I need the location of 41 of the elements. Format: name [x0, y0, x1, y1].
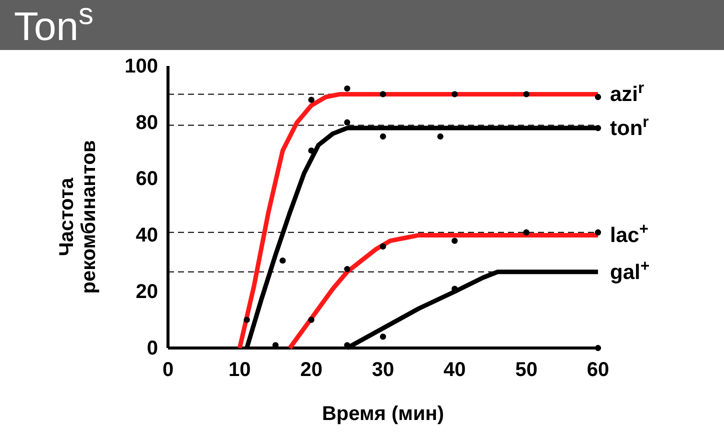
y-tick-label: 60 — [136, 168, 158, 190]
series-label: lac$^{+}$ — [610, 220, 648, 248]
series-label: azi$^{r}$ — [610, 80, 644, 106]
point — [244, 316, 250, 323]
point — [437, 133, 444, 140]
point — [380, 91, 386, 98]
y-tick-label: 80 — [136, 112, 158, 134]
point — [452, 238, 458, 244]
x-tick-label: 0 — [162, 359, 174, 382]
y-tick-label: 40 — [136, 224, 158, 247]
x-axis-title: Время (мин) — [322, 403, 444, 425]
point — [344, 85, 350, 92]
point — [344, 119, 350, 126]
y-tick-label: 0 — [146, 337, 158, 360]
series-label: gal$^{+}$ — [610, 257, 650, 284]
y-tick-label: 100 — [124, 55, 158, 78]
point — [594, 229, 602, 236]
point — [344, 266, 350, 272]
point — [380, 243, 386, 250]
x-tick-label: 10 — [228, 359, 251, 382]
x-tick-label: 60 — [586, 359, 610, 382]
x-tick-label: 20 — [300, 359, 322, 382]
y-axis-title: Частота рекомбинантов — [56, 140, 100, 294]
series-label: ton$^{r}$ — [610, 114, 649, 140]
y-tick-label: 20 — [136, 281, 158, 303]
point — [523, 229, 530, 236]
point — [308, 316, 314, 323]
point — [308, 148, 314, 154]
point — [380, 334, 386, 340]
point — [594, 124, 602, 132]
x-tick-label: 50 — [515, 359, 538, 382]
point — [280, 257, 286, 264]
chart-title: Ton$^{s}$ — [14, 0, 94, 49]
point — [452, 91, 458, 98]
x-tick-label: 30 — [372, 359, 394, 382]
point — [380, 133, 386, 140]
point — [594, 344, 602, 352]
point — [594, 94, 602, 100]
x-tick-label: 40 — [444, 359, 466, 382]
point — [308, 96, 314, 103]
point — [523, 91, 530, 98]
